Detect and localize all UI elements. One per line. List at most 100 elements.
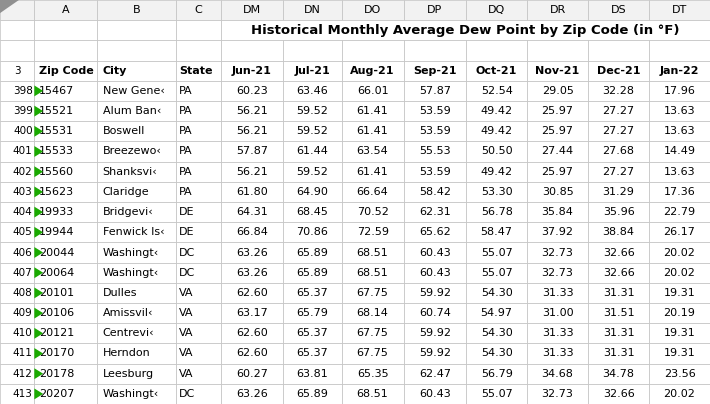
Bar <box>342 364 403 384</box>
Text: VA: VA <box>179 369 194 379</box>
Text: 20064: 20064 <box>39 268 74 278</box>
Text: 19.31: 19.31 <box>664 349 695 358</box>
Bar <box>403 202 466 222</box>
Text: 31.51: 31.51 <box>603 308 634 318</box>
Bar <box>0 384 34 404</box>
Bar <box>283 202 342 222</box>
Text: 55.53: 55.53 <box>419 147 451 156</box>
Bar <box>0 263 34 283</box>
Bar <box>0 40 34 61</box>
Bar <box>588 40 649 61</box>
Text: 32.73: 32.73 <box>542 268 574 278</box>
Text: 54.30: 54.30 <box>481 288 513 298</box>
Text: 19.31: 19.31 <box>664 288 695 298</box>
Bar <box>649 323 710 343</box>
Text: Bridgevi‹: Bridgevi‹ <box>102 207 153 217</box>
Bar <box>176 101 221 121</box>
Bar <box>649 0 710 20</box>
Bar <box>0 323 34 343</box>
Text: 17.96: 17.96 <box>664 86 696 96</box>
Bar <box>34 303 97 323</box>
Text: DS: DS <box>611 5 626 15</box>
Bar <box>527 162 588 182</box>
Bar <box>342 61 403 81</box>
Bar <box>176 364 221 384</box>
Text: 70.52: 70.52 <box>356 207 388 217</box>
Text: 57.87: 57.87 <box>419 86 451 96</box>
Text: 55.07: 55.07 <box>481 248 513 257</box>
Text: 27.44: 27.44 <box>542 147 574 156</box>
Text: VA: VA <box>179 288 194 298</box>
Text: 63.46: 63.46 <box>297 86 329 96</box>
Text: DE: DE <box>179 227 195 237</box>
Bar <box>221 141 283 162</box>
Bar <box>466 263 527 283</box>
Bar <box>403 303 466 323</box>
Text: 55.07: 55.07 <box>481 389 513 399</box>
Text: 401: 401 <box>13 147 33 156</box>
Text: 34.68: 34.68 <box>542 369 574 379</box>
Bar <box>342 242 403 263</box>
Text: 58.47: 58.47 <box>481 227 513 237</box>
Polygon shape <box>34 207 43 217</box>
Text: PA: PA <box>179 126 192 136</box>
Bar <box>342 263 403 283</box>
Text: 15467: 15467 <box>39 86 74 96</box>
Text: Jan-22: Jan-22 <box>660 66 699 76</box>
Text: Washingt‹: Washingt‹ <box>102 268 159 278</box>
Bar <box>649 364 710 384</box>
Text: 53.59: 53.59 <box>419 126 451 136</box>
Text: 32.66: 32.66 <box>603 389 635 399</box>
Text: 61.80: 61.80 <box>236 187 268 197</box>
Text: 57.87: 57.87 <box>236 147 268 156</box>
Bar <box>466 343 527 364</box>
Bar <box>97 61 176 81</box>
Text: 65.37: 65.37 <box>297 349 329 358</box>
Text: State: State <box>179 66 212 76</box>
Bar <box>97 81 176 101</box>
Bar <box>283 182 342 202</box>
Bar <box>403 0 466 20</box>
Text: 3: 3 <box>14 66 21 76</box>
Bar <box>34 364 97 384</box>
Text: 25.97: 25.97 <box>542 126 574 136</box>
Text: 65.79: 65.79 <box>297 308 329 318</box>
Bar <box>176 121 221 141</box>
Bar <box>649 303 710 323</box>
Bar <box>34 0 97 20</box>
Text: 402: 402 <box>13 167 33 177</box>
Bar <box>342 40 403 61</box>
Polygon shape <box>34 166 43 177</box>
Bar <box>527 141 588 162</box>
Bar <box>97 0 176 20</box>
Bar <box>283 343 342 364</box>
Text: DC: DC <box>179 389 195 399</box>
Bar <box>97 242 176 263</box>
Text: 52.54: 52.54 <box>481 86 513 96</box>
Bar <box>0 283 34 303</box>
Bar <box>649 81 710 101</box>
Bar <box>588 182 649 202</box>
Bar <box>649 40 710 61</box>
Bar <box>588 343 649 364</box>
Text: DO: DO <box>364 5 381 15</box>
Bar <box>221 0 283 20</box>
Text: Dec-21: Dec-21 <box>597 66 640 76</box>
Bar <box>221 40 283 61</box>
Text: 20044: 20044 <box>39 248 74 257</box>
Bar <box>588 242 649 263</box>
Text: 31.31: 31.31 <box>603 349 634 358</box>
Text: 19.31: 19.31 <box>664 328 695 338</box>
Bar <box>588 323 649 343</box>
Text: 409: 409 <box>13 308 33 318</box>
Bar <box>34 162 97 182</box>
Bar <box>588 384 649 404</box>
Bar <box>34 141 97 162</box>
Bar <box>588 202 649 222</box>
Text: 20170: 20170 <box>39 349 74 358</box>
Bar <box>97 141 176 162</box>
Text: PA: PA <box>179 187 192 197</box>
Bar <box>283 242 342 263</box>
Bar <box>466 202 527 222</box>
Text: Alum Ban‹: Alum Ban‹ <box>102 106 161 116</box>
